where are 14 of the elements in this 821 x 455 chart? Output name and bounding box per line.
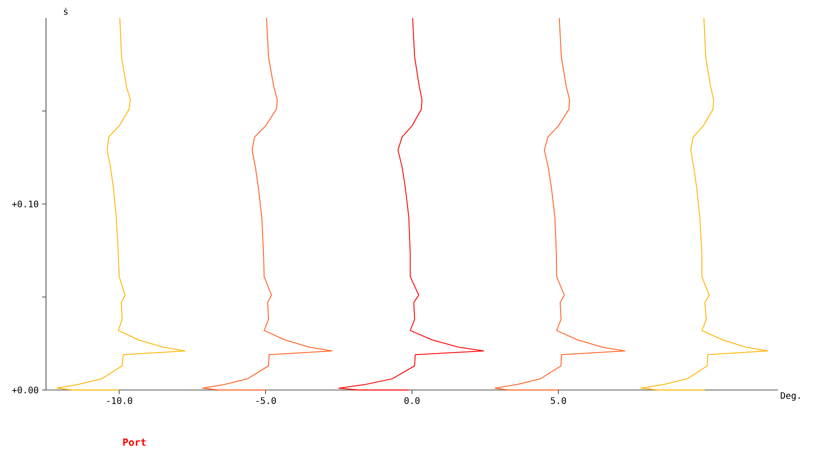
x-tick-label: -10.0 (107, 397, 132, 404)
x-tick-label: 5.0 (550, 397, 566, 404)
line-series (640, 18, 768, 390)
x-tick-label: 0.0 (404, 397, 420, 404)
line-series (338, 18, 484, 390)
y-axis-title: ṡ (64, 8, 68, 15)
x-axis-title: Deg. (780, 392, 800, 401)
line-series (56, 18, 186, 390)
y-tick-label: +0.00 (12, 386, 38, 394)
x-tick-label: -5.0 (256, 397, 276, 404)
text: Port (123, 438, 146, 446)
y-tick-label: +0.10 (12, 200, 38, 208)
line-series (494, 18, 626, 390)
line-series (202, 18, 333, 390)
